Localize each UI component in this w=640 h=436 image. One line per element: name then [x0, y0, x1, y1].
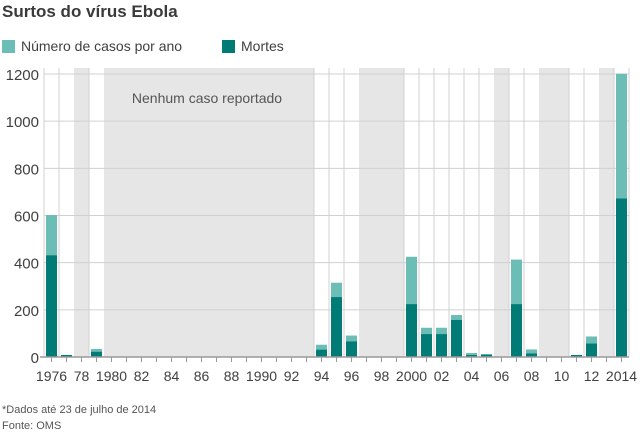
x-tick-label: 02 — [434, 368, 450, 384]
no-case-band — [359, 68, 374, 357]
no-case-band — [494, 68, 509, 357]
x-tick-label: 86 — [194, 368, 210, 384]
bar-deaths-2014 — [616, 198, 627, 357]
no-case-band — [74, 68, 89, 357]
no-case-band — [284, 68, 299, 357]
bar-deaths-2001 — [421, 334, 432, 357]
x-tick-label: 92 — [284, 368, 300, 384]
x-tick-label: 12 — [584, 368, 600, 384]
no-case-band — [299, 68, 314, 357]
no-case-band — [104, 68, 119, 357]
no-case-band — [224, 68, 239, 357]
legend-cases: Número de casos por ano — [2, 38, 182, 54]
no-case-band — [239, 68, 254, 357]
bar-deaths-2011 — [571, 355, 582, 357]
bar-deaths-2004 — [466, 355, 477, 357]
y-tick-label: 400 — [14, 256, 39, 273]
no-case-band — [119, 68, 134, 357]
x-tick-label: 96 — [344, 368, 360, 384]
x-tick-label: 2014 — [606, 368, 637, 384]
bar-deaths-1979 — [91, 351, 102, 357]
legend-swatch-cases — [2, 39, 15, 53]
y-tick-label: 1200 — [6, 67, 39, 84]
x-tick-label: 2000 — [396, 368, 427, 384]
x-tick-label: 84 — [164, 368, 180, 384]
annotation-no-cases: Nenhum caso reportado — [132, 90, 282, 106]
no-case-band — [269, 68, 284, 357]
no-case-band — [179, 68, 194, 357]
bar-deaths-1995 — [331, 297, 342, 357]
x-tick-label: 1990 — [246, 368, 277, 384]
source: Fonte: OMS — [2, 420, 62, 432]
bar-deaths-2012 — [586, 343, 597, 357]
no-case-band — [149, 68, 164, 357]
chart-plot: 0 200 400 600 800 1000 1200 1976 78 1980 82 84 86 88 1… — [6, 67, 638, 384]
bar-deaths-1977 — [61, 355, 72, 357]
x-tick-label: 08 — [524, 368, 540, 384]
x-tick-label: 98 — [374, 368, 390, 384]
no-case-band — [209, 68, 224, 357]
y-tick-label: 1000 — [6, 114, 39, 131]
y-tick-label: 600 — [14, 209, 39, 226]
x-tick-label: 04 — [464, 368, 480, 384]
bar-deaths-2003 — [451, 319, 462, 357]
bar-deaths-2007 — [511, 304, 522, 357]
x-tick-label: 94 — [314, 368, 330, 384]
no-case-band — [389, 68, 404, 357]
bar-deaths-2002 — [436, 334, 447, 357]
bar-deaths-1994 — [316, 349, 327, 357]
x-tick-label: 06 — [494, 368, 510, 384]
legend-swatch-deaths — [222, 39, 235, 53]
x-tick-label: 10 — [554, 368, 570, 384]
legend-deaths: Mortes — [222, 38, 284, 54]
x-tick-label: 82 — [134, 368, 150, 384]
no-case-band — [554, 68, 569, 357]
chart-title: Surtos do vírus Ebola — [2, 2, 178, 21]
bar-cases-2004 — [466, 352, 477, 357]
legend-label-cases: Número de casos por ano — [21, 38, 183, 54]
no-case-band — [374, 68, 389, 357]
y-tick-label: 0 — [31, 350, 39, 367]
no-case-band — [164, 68, 179, 357]
no-case-band — [194, 68, 209, 357]
bar-deaths-2000 — [406, 304, 417, 357]
y-tick-label: 800 — [14, 161, 39, 178]
bar-deaths-2005 — [481, 354, 492, 357]
bar-deaths-1996 — [346, 341, 357, 357]
footnote: *Dados até 23 de julho de 2014 — [2, 404, 157, 416]
legend-label-deaths: Mortes — [241, 38, 284, 54]
no-case-band — [599, 68, 614, 357]
no-case-band — [134, 68, 149, 357]
bar-cases-2008 — [526, 349, 537, 357]
y-tick-label: 200 — [14, 303, 39, 320]
x-tick-label: 1976 — [36, 368, 67, 384]
bar-deaths-2008 — [526, 353, 537, 357]
x-tick-label: 88 — [224, 368, 240, 384]
x-tick-label: 1980 — [96, 368, 127, 384]
bar-deaths-1976 — [46, 255, 57, 357]
no-case-band — [539, 68, 554, 357]
x-tick-label: 78 — [74, 368, 90, 384]
no-case-band — [254, 68, 269, 357]
